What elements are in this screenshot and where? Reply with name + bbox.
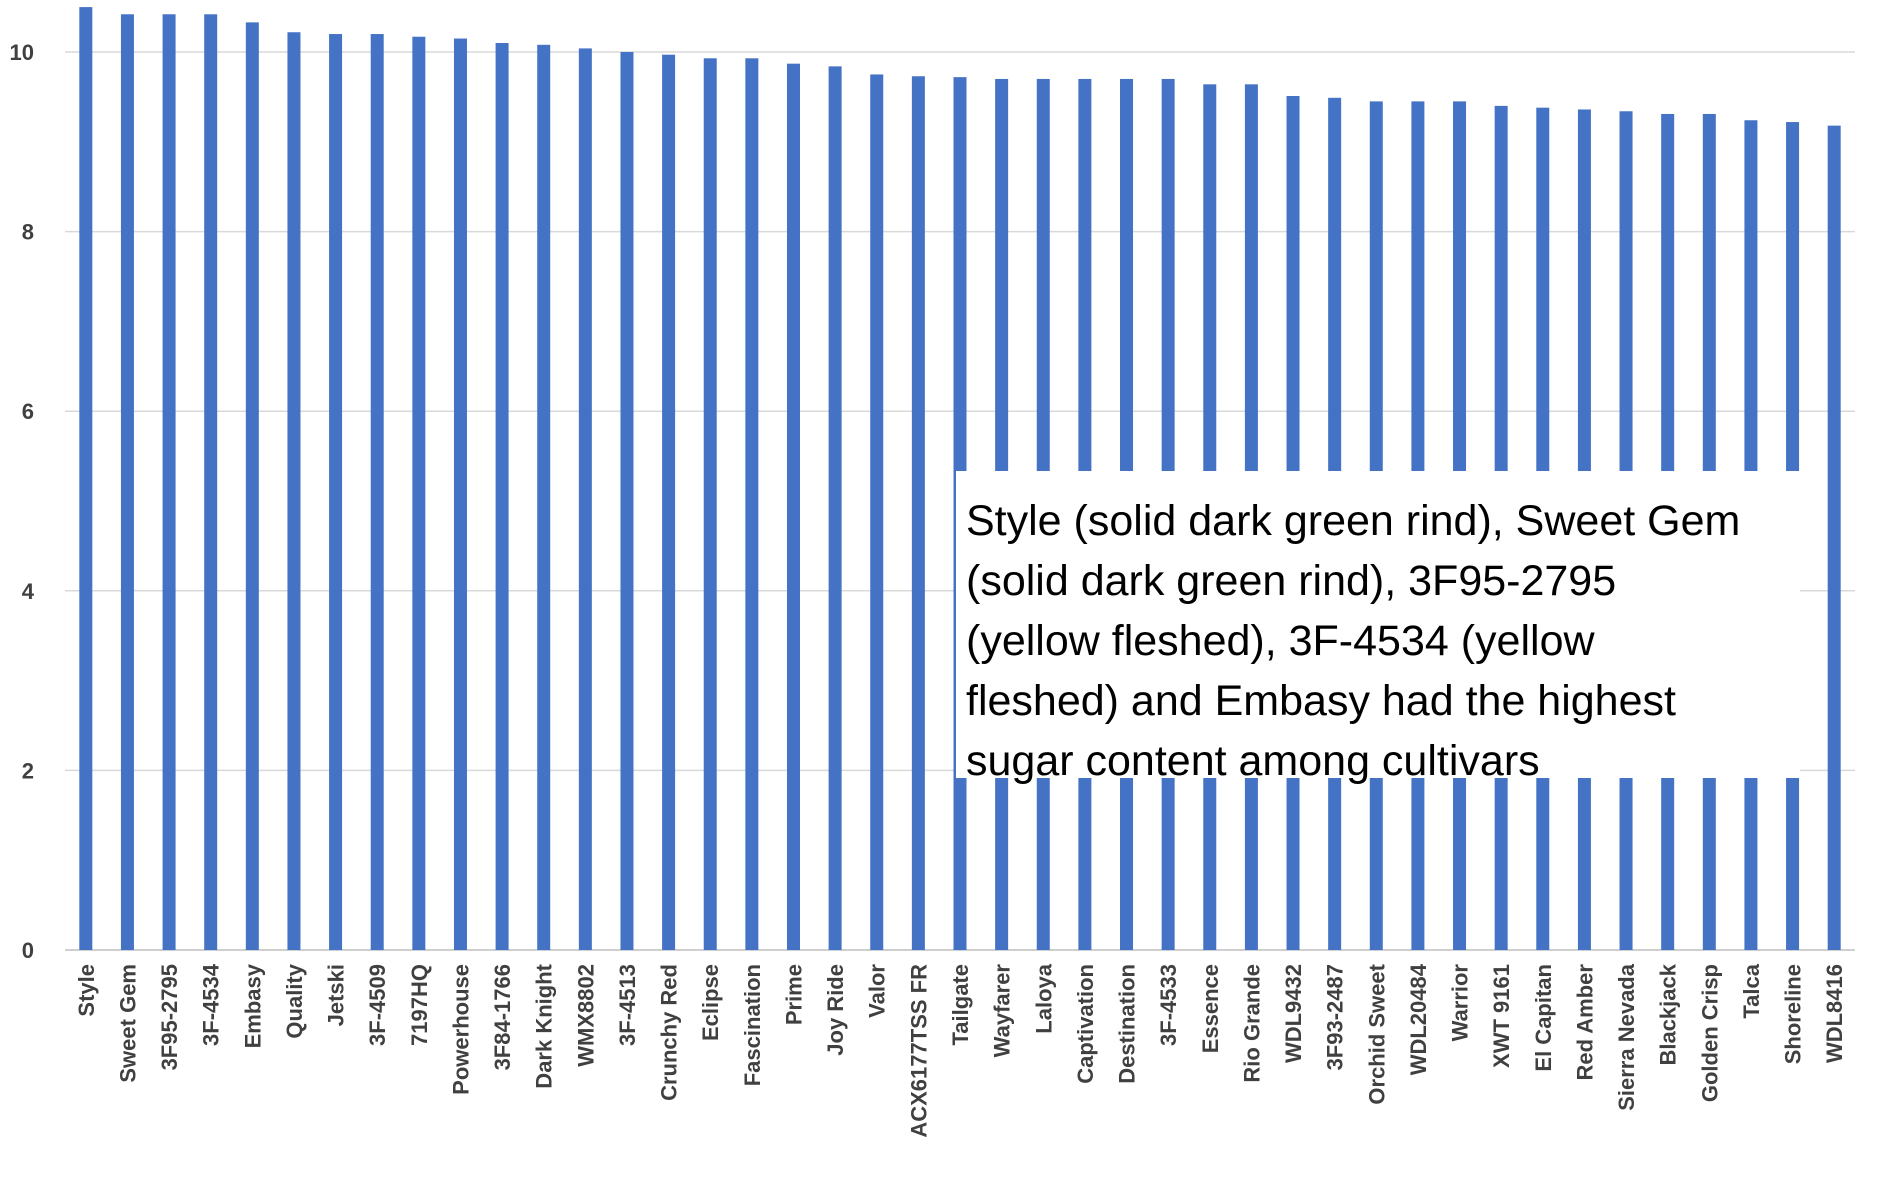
bar [329, 34, 343, 951]
x-category-label: Quality [282, 963, 307, 1038]
x-category-label: Eclipse [698, 964, 723, 1041]
x-category-label: Joy Ride [823, 964, 848, 1056]
x-category-label: Rio Grande [1239, 964, 1264, 1083]
x-category-label: Essence [1198, 964, 1223, 1053]
y-tick-label: 4 [22, 579, 35, 604]
x-category-label: Wayfarer [990, 964, 1015, 1058]
x-category-label: Tailgate [948, 964, 973, 1046]
bar [1827, 125, 1841, 951]
x-category-label: 7197HQ [407, 964, 432, 1046]
bar [537, 44, 551, 951]
bar [578, 48, 592, 950]
x-category-label: ACX6177TSS FR [906, 964, 931, 1138]
annotation-line: Style (solid dark green rind), Sweet Gem [966, 497, 1741, 545]
bar [662, 54, 676, 951]
x-category-label: Destination [1115, 964, 1140, 1084]
x-category-label: 3F95-2795 [157, 964, 182, 1070]
y-axis-ticks: 0 2 4 6 8 10 [10, 40, 35, 963]
bar [370, 34, 384, 951]
x-category-label: 3F93-2487 [1323, 964, 1348, 1070]
x-axis-labels: Style Sweet Gem 3F95-2795 3F-4534 Embasy Qual… [74, 963, 1847, 1137]
x-category-label: Valor [865, 964, 890, 1018]
x-category-label: Jetski [324, 964, 349, 1026]
y-tick-label: 0 [22, 938, 34, 963]
x-category-label: WMX8802 [573, 964, 598, 1067]
bar [412, 36, 426, 950]
x-category-label: Sierra Nevada [1614, 963, 1639, 1111]
bar [453, 38, 467, 950]
x-category-label: Laloya [1031, 963, 1056, 1033]
bar [745, 58, 759, 950]
x-category-label: XWT 9161 [1489, 964, 1514, 1068]
annotation-line: fleshed) and Embasy had the highest [966, 677, 1676, 725]
x-category-label: Crunchy Red [657, 964, 682, 1101]
x-category-label: Sweet Gem [115, 964, 140, 1083]
x-category-label: Embasy [240, 963, 265, 1048]
x-category-label: Orchid Sweet [1364, 963, 1389, 1104]
bar [79, 7, 93, 951]
x-category-label: 3F-4509 [365, 964, 390, 1046]
bar [495, 43, 509, 950]
x-category-label: Powerhouse [448, 964, 473, 1095]
x-category-label: Red Amber [1572, 964, 1597, 1081]
x-category-label: Fascination [740, 964, 765, 1086]
x-category-label: Talca [1739, 963, 1764, 1018]
annotation-line: sugar content among cultivars [966, 737, 1540, 785]
x-category-label: Dark Knight [532, 963, 557, 1088]
annotation-line: (solid dark green rind), 3F95-2795 [966, 557, 1617, 605]
y-tick-label: 10 [10, 40, 34, 65]
x-category-label: Prime [781, 964, 806, 1025]
x-category-label: Style [74, 964, 99, 1017]
bar [245, 22, 259, 950]
annotation-line: (yellow fleshed), 3F-4534 (yellow [966, 617, 1595, 665]
bar [204, 14, 218, 951]
annotation-box: Style (solid dark green rind), Sweet Gem… [956, 471, 1800, 785]
x-category-label: 3F-4513 [615, 964, 640, 1046]
bar [870, 74, 884, 950]
bar [828, 66, 842, 951]
x-category-label: Golden Crisp [1697, 964, 1722, 1102]
x-category-label: 3F84-1766 [490, 964, 515, 1070]
bar [786, 63, 800, 950]
x-category-label: Warrior [1448, 964, 1473, 1042]
y-tick-label: 8 [22, 220, 34, 245]
bar [120, 14, 134, 951]
x-category-label: El Capitan [1531, 964, 1556, 1072]
bar [287, 32, 301, 950]
x-category-label: Captivation [1073, 964, 1098, 1084]
x-category-label: 3F-4534 [199, 963, 224, 1046]
x-category-label: WDL9432 [1281, 964, 1306, 1063]
x-category-label: Blackjack [1656, 963, 1681, 1065]
x-category-label: 3F-4533 [1156, 964, 1181, 1046]
bar [911, 76, 925, 951]
x-category-label: Shoreline [1781, 964, 1806, 1064]
x-category-label: WDL8416 [1822, 964, 1847, 1063]
y-tick-label: 2 [22, 758, 34, 783]
bar [703, 58, 717, 950]
y-tick-label: 6 [22, 399, 34, 424]
x-category-label: WDL20484 [1406, 963, 1431, 1075]
bar [162, 14, 176, 951]
bar [620, 52, 634, 950]
